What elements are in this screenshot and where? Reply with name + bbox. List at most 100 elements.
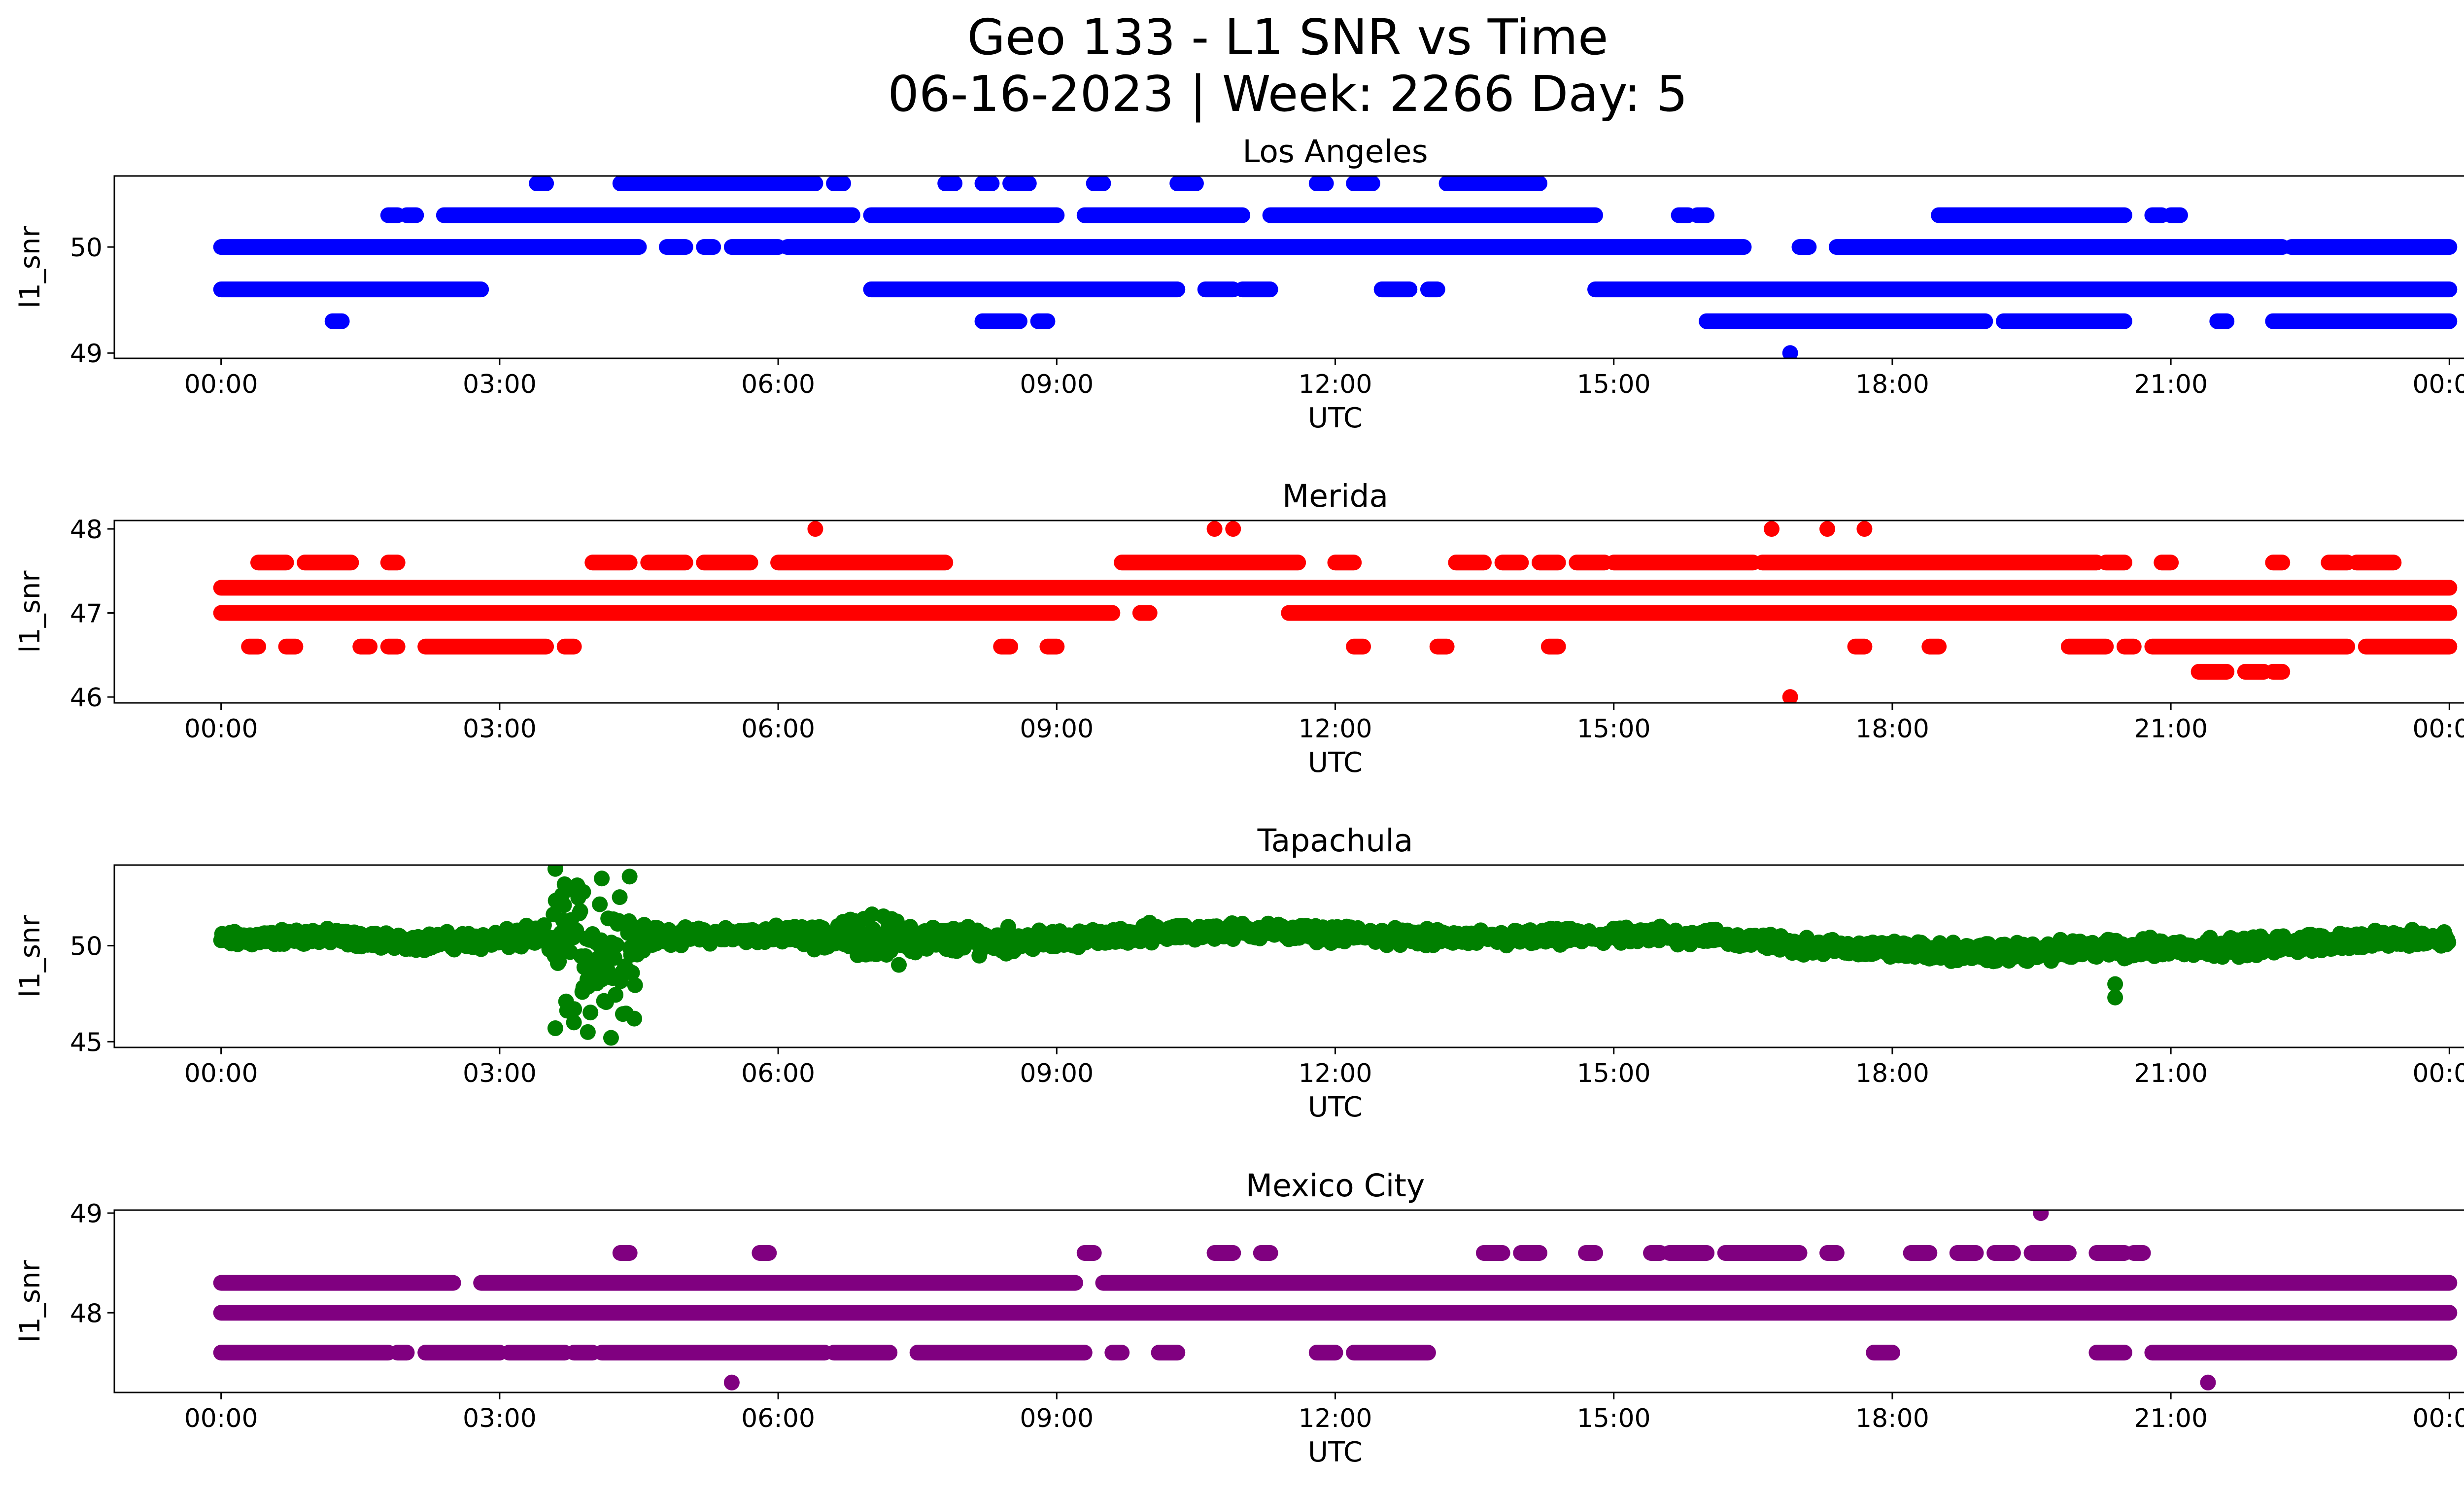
x-tick-label: 00:00	[184, 370, 258, 399]
data-points	[213, 865, 2457, 1046]
x-tick-label: 09:00	[1020, 1404, 1094, 1433]
x-tick-label: 00:00	[184, 1404, 258, 1433]
data-point	[608, 987, 624, 1003]
x-tick-label: 21:00	[2134, 1404, 2208, 1433]
x-tick-label: 09:00	[1020, 1059, 1094, 1088]
x-tick-label: 09:00	[1020, 370, 1094, 399]
x-tick-label: 21:00	[2134, 370, 2208, 399]
data-point	[2440, 934, 2457, 950]
x-tick-label: 00:00	[2412, 370, 2464, 399]
y-tick-label: 48	[70, 515, 103, 545]
y-tick-label: 47	[70, 599, 103, 629]
x-tick-label: 00:00	[184, 1059, 258, 1088]
data-point	[580, 1024, 596, 1040]
x-tick-label: 12:00	[1299, 1404, 1372, 1433]
x-tick-label: 12:00	[1299, 1059, 1372, 1088]
subplot-los-angeles: Los Angeles 00:00 03:00 06:00 09:00 12:00 15:0…	[14, 134, 2464, 434]
x-tick-label: 15:00	[1577, 1059, 1651, 1088]
x-tick-label: 12:00	[1299, 370, 1372, 399]
data-point	[547, 1020, 563, 1037]
x-tick-label: 06:00	[741, 714, 815, 744]
data-point	[1206, 521, 1223, 537]
data-point	[582, 1005, 599, 1021]
x-tick-label: 18:00	[1855, 714, 1929, 744]
x-tick-label: 21:00	[2134, 714, 2208, 744]
subplot-title: Mexico City	[1246, 1168, 1425, 1204]
data-point	[547, 865, 563, 877]
x-tick-label: 00:00	[184, 714, 258, 744]
x-tick-label: 18:00	[1855, 370, 1929, 399]
data-point	[2107, 976, 2123, 992]
x-tick-label: 06:00	[741, 1404, 815, 1433]
data-point	[551, 953, 567, 970]
x-tick-label: 09:00	[1020, 714, 1094, 744]
data-point	[1225, 521, 1241, 537]
x-tick-label: 03:00	[463, 714, 537, 744]
subplot-merida: Merida 00:00 03:00 06:00 09:00 12:00 15:00 18:0…	[14, 478, 2464, 779]
x-tick-label: 15:00	[1577, 1404, 1651, 1433]
y-tick-label: 45	[70, 1028, 103, 1057]
x-tick-label: 21:00	[2134, 1059, 2208, 1088]
plot-frame	[113, 175, 2464, 359]
x-tick-label: 03:00	[463, 1059, 537, 1088]
subplot-mexico-city: Mexico City 00:00 03:00 06:00 09:00 12:00 15:0…	[14, 1168, 2464, 1468]
x-tick-label: 00:00	[2412, 1059, 2464, 1088]
x-axis-label: UTC	[1308, 1436, 1363, 1468]
x-tick-label: 15:00	[1577, 370, 1651, 399]
x-tick-label: 00:00	[2412, 714, 2464, 744]
x-tick-label: 12:00	[1299, 714, 1372, 744]
data-point	[575, 884, 591, 900]
x-tick-label: 06:00	[741, 370, 815, 399]
data-point	[1763, 521, 1780, 537]
data-point	[1782, 345, 1798, 358]
subplot-title: Tapachula	[1257, 823, 1413, 859]
data-point	[566, 1014, 582, 1031]
figure-title-line1: Geo 133 - L1 SNR vs Time	[967, 8, 1608, 66]
subplot-title: Los Angeles	[1242, 134, 1428, 170]
x-tick-label: 18:00	[1855, 1059, 1929, 1088]
data-point	[606, 950, 622, 966]
y-axis-label: l1_snr	[14, 915, 46, 998]
data-point	[556, 897, 572, 913]
subplots: Los Angeles 00:00 03:00 06:00 09:00 12:00 15:0…	[14, 134, 2464, 1468]
data-point	[1856, 521, 1873, 537]
data-point	[556, 876, 573, 892]
y-axis-label: l1_snr	[14, 1260, 46, 1343]
data-point	[723, 1374, 740, 1391]
data-point	[1819, 521, 1836, 537]
x-axis-label: UTC	[1308, 1091, 1363, 1123]
data-point	[807, 521, 823, 537]
y-tick-label: 49	[70, 339, 103, 369]
y-tick-label: 50	[70, 233, 103, 263]
x-tick-label: 18:00	[1855, 1404, 1929, 1433]
subplot-title: Merida	[1282, 478, 1388, 514]
data-point	[621, 869, 638, 885]
x-tick-label: 03:00	[463, 370, 537, 399]
data-point	[592, 896, 608, 912]
data-point	[1782, 689, 1798, 703]
data-point	[1141, 914, 1158, 931]
x-tick-label: 00:00	[2412, 1404, 2464, 1433]
y-tick-label: 50	[70, 932, 103, 962]
x-tick-label: 15:00	[1577, 714, 1651, 744]
x-tick-label: 06:00	[741, 1059, 815, 1088]
data-point	[572, 903, 588, 919]
data-point	[603, 1030, 619, 1046]
x-tick-label: 03:00	[463, 1404, 537, 1433]
data-point	[566, 1001, 582, 1017]
y-tick-label: 48	[70, 1299, 103, 1328]
data-point	[1652, 918, 1668, 935]
data-points	[213, 1210, 2458, 1391]
data-point	[2200, 1374, 2216, 1391]
data-point	[624, 965, 640, 981]
data-point	[627, 977, 643, 993]
subplot-tapachula: Tapachula 00:00 03:00 06:00 09:00 12:00 15:00 1…	[14, 823, 2464, 1123]
y-axis-label: l1_snr	[14, 570, 46, 653]
y-tick-label: 49	[70, 1199, 103, 1229]
plot-frame	[113, 1209, 2464, 1393]
data-point	[612, 889, 628, 905]
data-points	[213, 176, 2458, 358]
figure-title-line2: 06-16-2023 | Week: 2266 Day: 5	[888, 65, 1687, 123]
x-axis-label: UTC	[1308, 402, 1363, 434]
